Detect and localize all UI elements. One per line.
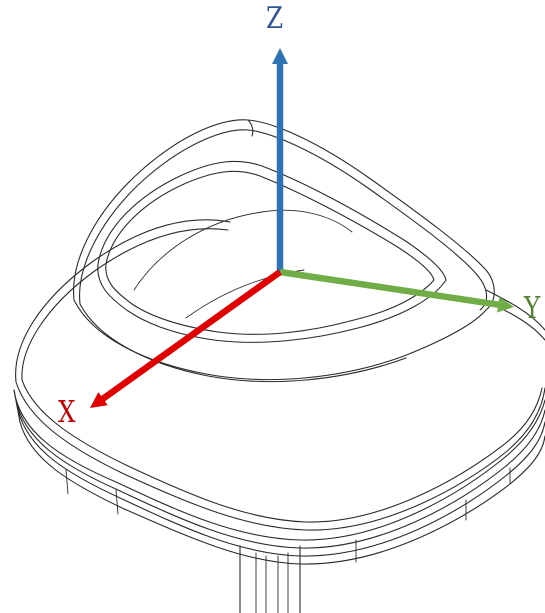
z-axis-arrow-head — [272, 48, 288, 64]
x-axis-label: X — [58, 395, 76, 430]
coordinate-axes — [90, 48, 514, 408]
y-axis-arrow-shaft — [279, 268, 501, 309]
antenna-lower-shell — [15, 219, 545, 531]
x-axis-arrow — [90, 269, 282, 408]
x-axis-arrow-head — [90, 392, 108, 408]
antenna-dome — [73, 119, 495, 383]
z-axis-label: Z — [266, 1, 284, 36]
y-axis-label: Y — [524, 291, 541, 326]
antenna-base — [13, 389, 545, 565]
y-axis-arrow-head — [496, 296, 514, 313]
antenna-inner-panel — [97, 160, 447, 343]
z-axis-arrow — [272, 48, 288, 272]
x-axis-arrow-shaft — [99, 269, 282, 403]
y-axis-arrow — [279, 268, 514, 313]
